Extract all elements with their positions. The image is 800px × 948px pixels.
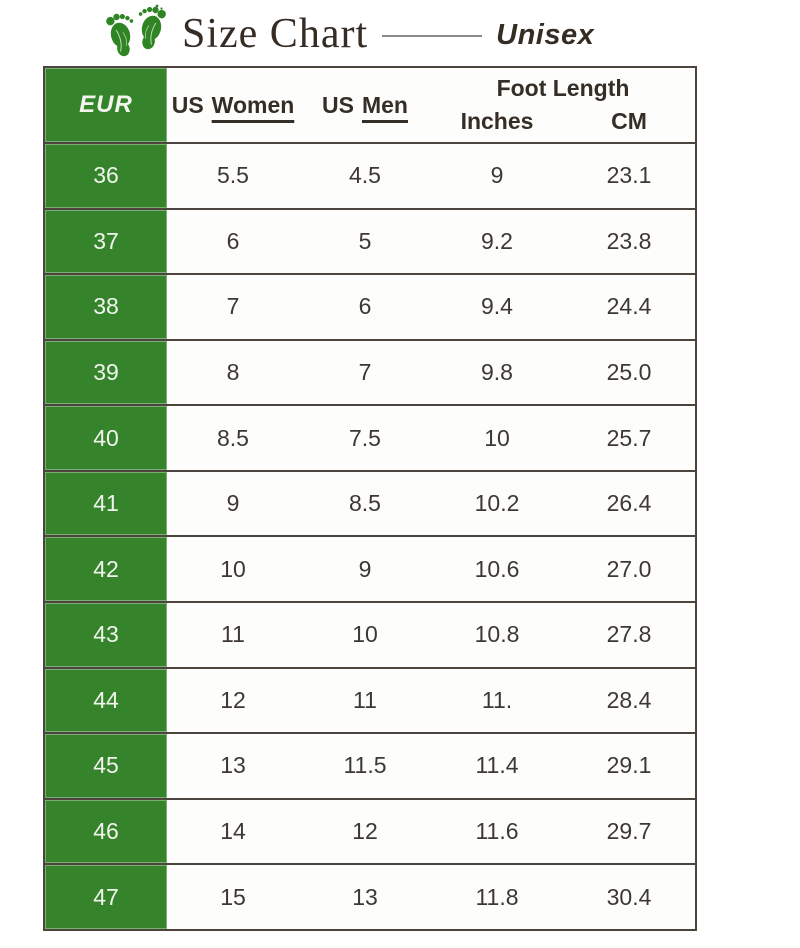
cell-us-men: 12 <box>352 818 378 845</box>
cell-us-women: 11 <box>221 621 245 648</box>
cell-us-men: 8.5 <box>349 490 381 517</box>
footprints-icon <box>104 3 168 66</box>
table-row: 40 8.5 7.5 10 25.7 <box>45 406 695 472</box>
cell-cm: 25.7 <box>606 424 652 451</box>
cell-cm: 29.1 <box>606 752 652 779</box>
cell-inches: 11.4 <box>475 752 519 779</box>
cell-eur: 43 <box>45 603 167 667</box>
table-row: 45 13 11.5 11.4 29.1 <box>45 734 695 800</box>
header-foot-length: Foot Length Inches CM <box>431 68 695 142</box>
inches-label: Inches <box>460 108 534 134</box>
cell-eur: 46 <box>45 799 167 864</box>
page-title: Size Chart <box>182 11 369 57</box>
foot-length-label: Foot Length <box>496 75 630 101</box>
cell-inches: 10 <box>484 424 510 451</box>
cell-inches: 9.2 <box>481 227 513 254</box>
cell-us-men: 11 <box>353 686 377 713</box>
cell-eur: 42 <box>45 537 167 602</box>
table-row: 39 8 7 9.8 25.0 <box>45 340 695 407</box>
cell-us-women: 6 <box>226 227 240 254</box>
cell-eur: 45 <box>45 734 167 798</box>
us-men-prefix: US <box>322 91 354 118</box>
table-row: 36 5.5 4.5 9 23.1 <box>45 144 695 210</box>
us-women-underlined: Women <box>211 91 295 118</box>
title-divider-line <box>382 35 483 37</box>
us-women-prefix: US <box>171 91 204 118</box>
cell-us-women: 12 <box>220 686 246 713</box>
cell-us-men: 5 <box>358 227 372 254</box>
cell-us-women: 15 <box>220 883 246 910</box>
table-row: 44 12 11 11. 28.4 <box>45 668 695 735</box>
header-us-men: US Men <box>299 68 431 142</box>
cell-eur: 38 <box>45 275 167 339</box>
cell-us-men: 7 <box>358 359 372 386</box>
cell-inches: 11. <box>481 686 513 713</box>
size-chart-table: EUR US Women US Men Foot Length Inches CM … <box>43 66 697 931</box>
cell-cm: 27.8 <box>606 621 652 648</box>
table-row: 43 11 10 10.8 27.8 <box>45 603 695 669</box>
table-row: 41 9 8.5 10.2 26.4 <box>45 471 695 538</box>
cell-inches: 9.4 <box>481 293 513 320</box>
cell-inches: 11.8 <box>475 883 519 910</box>
cell-us-women: 8 <box>226 359 240 386</box>
cell-us-men: 10 <box>352 621 378 648</box>
cell-eur: 39 <box>45 340 167 405</box>
cell-inches: 9 <box>490 162 504 189</box>
cell-cm: 24.4 <box>606 293 652 320</box>
cell-eur: 36 <box>45 144 167 208</box>
cell-eur: 37 <box>45 209 167 274</box>
cell-eur: 44 <box>45 668 167 733</box>
table-row: 38 7 6 9.4 24.4 <box>45 275 695 341</box>
cell-eur: 40 <box>45 406 167 470</box>
table-header: EUR US Women US Men Foot Length Inches CM <box>45 68 695 144</box>
cell-inches: 10.8 <box>474 621 520 648</box>
cell-us-women: 8.5 <box>217 424 249 451</box>
foot-length-sub-headers: Inches CM <box>431 108 695 135</box>
table-row: 42 10 9 10.6 27.0 <box>45 537 695 604</box>
cell-inches: 11.6 <box>475 818 519 845</box>
cell-cm: 23.1 <box>606 162 652 189</box>
cell-us-women: 5.5 <box>217 162 249 189</box>
cell-cm: 23.8 <box>606 227 652 254</box>
cell-cm: 30.4 <box>606 883 652 910</box>
cell-eur: 47 <box>45 865 167 929</box>
table-row: 47 15 13 11.8 30.4 <box>45 865 695 929</box>
table-row: 46 14 12 11.6 29.7 <box>45 799 695 866</box>
cell-us-women: 7 <box>226 293 240 320</box>
cell-cm: 25.0 <box>606 359 652 386</box>
cell-us-women: 9 <box>226 490 240 517</box>
cell-us-men: 6 <box>358 293 372 320</box>
cell-inches: 10.6 <box>474 555 520 582</box>
cell-us-men: 4.5 <box>349 162 381 189</box>
cell-cm: 27.0 <box>606 555 652 582</box>
table-row: 37 6 5 9.2 23.8 <box>45 209 695 276</box>
cell-us-women: 10 <box>220 555 246 582</box>
cell-us-men: 9 <box>358 555 372 582</box>
cell-cm: 26.4 <box>606 490 652 517</box>
cm-label: CM <box>611 108 647 134</box>
cell-us-men: 7.5 <box>349 424 381 451</box>
cell-us-men: 13 <box>352 883 378 910</box>
cell-cm: 29.7 <box>606 818 652 845</box>
cell-us-women: 13 <box>220 752 246 779</box>
cell-cm: 28.4 <box>606 686 652 713</box>
cell-inches: 9.8 <box>481 359 513 386</box>
cell-inches: 10.2 <box>474 490 520 517</box>
cell-us-women: 14 <box>220 818 246 845</box>
header-us-women: US Women <box>167 68 299 142</box>
cell-eur: 41 <box>45 471 167 536</box>
page-subtitle: Unisex <box>496 18 595 51</box>
masthead: Size Chart Unisex <box>104 2 594 66</box>
cell-us-men: 11.5 <box>343 752 387 779</box>
header-eur: EUR <box>45 68 167 142</box>
us-men-underlined: Men <box>361 91 408 118</box>
